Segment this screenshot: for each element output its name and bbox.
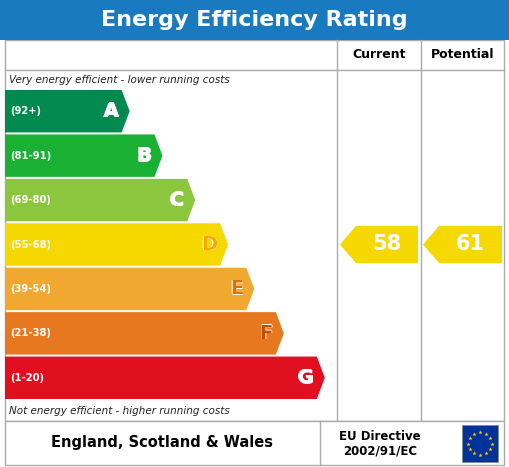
Text: G: G: [298, 368, 314, 387]
Text: England, Scotland & Wales: England, Scotland & Wales: [51, 436, 273, 451]
Text: (55-68): (55-68): [10, 240, 51, 249]
Text: B: B: [137, 147, 152, 166]
Text: A: A: [104, 102, 119, 120]
Text: F: F: [260, 325, 273, 343]
Text: F: F: [260, 324, 273, 343]
Bar: [5, 421, 504, 465]
Text: F: F: [260, 323, 273, 342]
Text: E: E: [230, 280, 243, 299]
Polygon shape: [5, 357, 325, 399]
Text: F: F: [260, 324, 273, 343]
Text: D: D: [201, 234, 217, 254]
Text: G: G: [297, 368, 314, 387]
Bar: [5, 40, 504, 421]
Polygon shape: [5, 223, 228, 266]
Text: (81-91): (81-91): [10, 151, 51, 161]
Text: E: E: [231, 279, 244, 298]
Text: B: B: [136, 146, 151, 165]
Text: A: A: [103, 102, 118, 120]
Text: Very energy efficient - lower running costs: Very energy efficient - lower running co…: [9, 75, 230, 85]
Text: Potential: Potential: [431, 49, 494, 62]
Text: C: C: [170, 191, 184, 210]
Polygon shape: [5, 179, 195, 221]
Text: G: G: [298, 369, 314, 388]
Text: (39-54): (39-54): [10, 284, 51, 294]
Text: C: C: [169, 191, 184, 210]
Text: D: D: [201, 235, 216, 254]
Text: 2002/91/EC: 2002/91/EC: [343, 445, 417, 458]
Text: 58: 58: [373, 234, 402, 255]
Text: B: B: [137, 146, 152, 165]
Text: D: D: [202, 235, 217, 254]
Text: E: E: [230, 279, 243, 298]
Text: G: G: [298, 368, 314, 387]
Text: (1-20): (1-20): [10, 373, 44, 383]
Text: F: F: [259, 324, 272, 343]
Bar: [462, 425, 498, 462]
Polygon shape: [423, 226, 502, 263]
Text: D: D: [201, 235, 217, 254]
Text: (69-80): (69-80): [10, 195, 51, 205]
Polygon shape: [5, 134, 162, 177]
Text: EU Directive: EU Directive: [339, 431, 421, 444]
Text: B: B: [137, 146, 152, 165]
Text: Current: Current: [352, 49, 406, 62]
Polygon shape: [5, 268, 254, 310]
Text: E: E: [230, 279, 243, 298]
Text: E: E: [230, 279, 243, 298]
Text: C: C: [170, 190, 184, 209]
Text: 61: 61: [456, 234, 485, 255]
Text: G: G: [298, 368, 314, 387]
Text: D: D: [201, 235, 217, 255]
Text: Energy Efficiency Rating: Energy Efficiency Rating: [101, 10, 408, 30]
Text: A: A: [103, 102, 119, 121]
Text: C: C: [170, 191, 184, 210]
Text: B: B: [137, 146, 152, 165]
Polygon shape: [340, 226, 418, 263]
Text: (92+): (92+): [10, 106, 41, 116]
Bar: [0, 0, 509, 40]
Text: A: A: [103, 102, 119, 120]
Polygon shape: [5, 90, 130, 133]
Polygon shape: [5, 312, 284, 354]
Text: Not energy efficient - higher running costs: Not energy efficient - higher running co…: [9, 406, 230, 416]
Text: A: A: [103, 101, 119, 120]
Text: (21-38): (21-38): [10, 328, 51, 339]
Text: C: C: [171, 191, 185, 210]
